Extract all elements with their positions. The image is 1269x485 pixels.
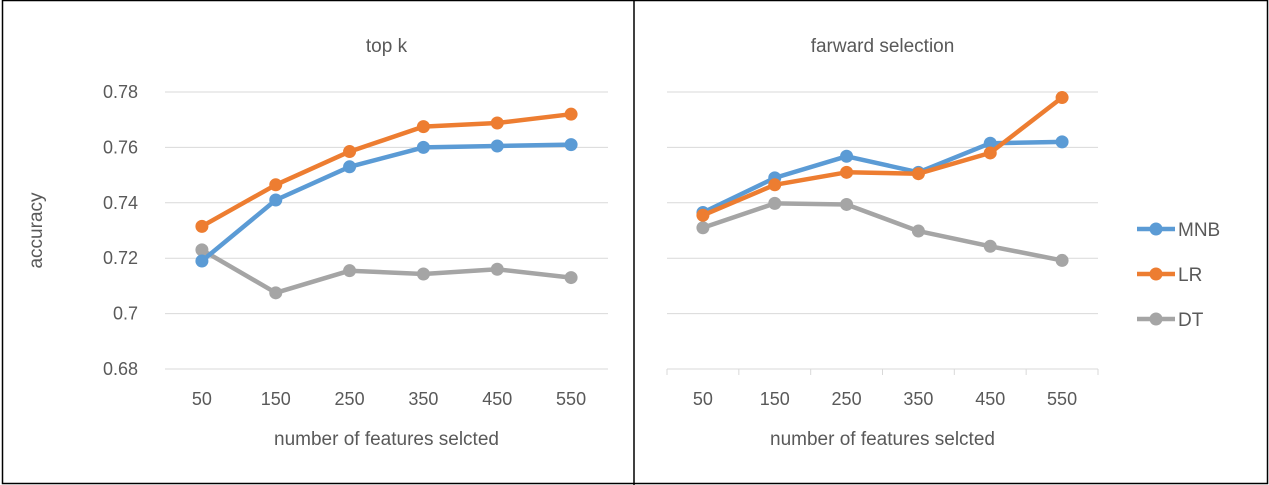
data-point-mnb (343, 160, 356, 173)
data-point-mnb (840, 150, 853, 163)
data-point-dt (343, 264, 356, 277)
data-point-mnb (195, 254, 208, 267)
data-point-dt (1056, 254, 1069, 267)
data-point-lr (1056, 91, 1069, 104)
chart-title: top k (366, 36, 408, 57)
legend-marker-mnb (1150, 223, 1163, 236)
data-point-mnb (491, 140, 504, 153)
figure-border (3, 1, 1268, 484)
x-tick-label: 350 (903, 389, 933, 409)
x-tick-label: 350 (408, 389, 438, 409)
x-axis-label: number of features selcted (274, 429, 499, 450)
data-point-lr (912, 167, 925, 180)
legend-marker-dt (1150, 313, 1163, 326)
x-axis-label: number of features selcted (770, 429, 995, 450)
data-point-dt (696, 221, 709, 234)
data-point-dt (768, 197, 781, 210)
legend-label-lr: LR (1178, 265, 1202, 286)
data-point-lr (768, 178, 781, 191)
y-tick-label: 0.68 (103, 359, 138, 379)
y-axis-label: accuracy (26, 192, 47, 269)
data-point-lr (195, 220, 208, 233)
data-point-dt (912, 225, 925, 238)
data-point-lr (696, 209, 709, 222)
data-point-mnb (269, 194, 282, 207)
x-tick-label: 50 (693, 389, 713, 409)
data-point-dt (491, 263, 504, 276)
data-point-lr (417, 120, 430, 133)
y-tick-label: 0.74 (103, 193, 138, 213)
data-point-lr (269, 178, 282, 191)
legend-marker-lr (1150, 268, 1163, 281)
chart-title: farward selection (811, 36, 955, 57)
data-point-lr (840, 166, 853, 179)
data-point-dt (984, 240, 997, 253)
data-point-dt (269, 286, 282, 299)
legend-label-mnb: MNB (1178, 220, 1220, 241)
data-point-lr (984, 146, 997, 159)
x-tick-label: 250 (335, 389, 365, 409)
y-tick-label: 0.7 (113, 304, 138, 324)
data-point-mnb (1056, 135, 1069, 148)
y-tick-label: 0.76 (103, 137, 138, 157)
legend-label-dt: DT (1178, 310, 1204, 331)
x-tick-label: 550 (1047, 389, 1077, 409)
data-point-lr (565, 108, 578, 121)
data-point-dt (417, 267, 430, 280)
y-tick-label: 0.72 (103, 248, 138, 268)
data-point-lr (491, 117, 504, 130)
data-point-mnb (565, 138, 578, 151)
x-tick-label: 150 (261, 389, 291, 409)
x-tick-label: 550 (556, 389, 586, 409)
data-point-dt (840, 198, 853, 211)
data-point-mnb (417, 141, 430, 154)
x-tick-label: 450 (975, 389, 1005, 409)
y-tick-label: 0.78 (103, 82, 138, 102)
data-point-lr (343, 145, 356, 158)
data-point-dt (565, 271, 578, 284)
x-tick-label: 450 (482, 389, 512, 409)
x-tick-label: 250 (832, 389, 862, 409)
x-tick-label: 150 (760, 389, 790, 409)
x-tick-label: 50 (192, 389, 212, 409)
